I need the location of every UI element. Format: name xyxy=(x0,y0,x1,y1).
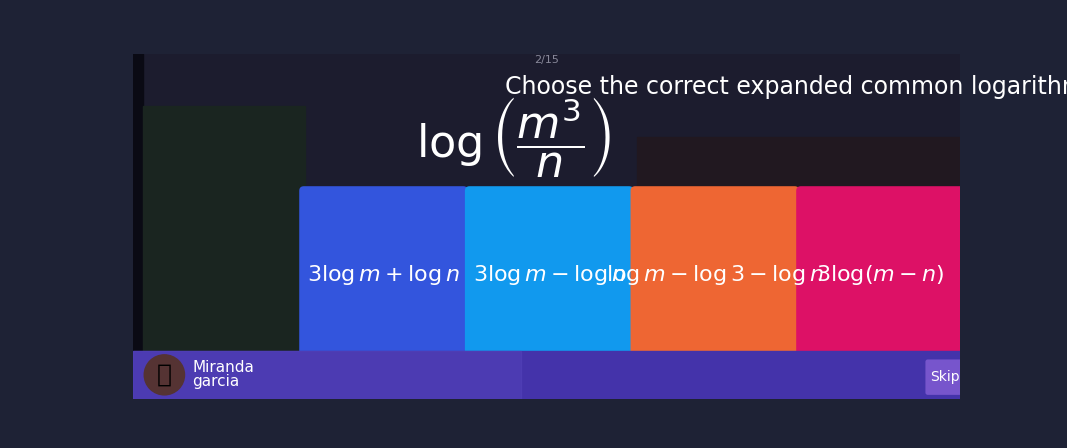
Text: $\log\left(\dfrac{m^3}{n}\right)$: $\log\left(\dfrac{m^3}{n}\right)$ xyxy=(415,95,610,179)
Text: garcia: garcia xyxy=(192,374,239,389)
Bar xyxy=(133,351,960,399)
Text: $3 \log(m - n)$: $3 \log(m - n)$ xyxy=(816,263,945,287)
FancyBboxPatch shape xyxy=(631,186,799,357)
FancyBboxPatch shape xyxy=(465,186,634,357)
Bar xyxy=(143,106,305,353)
Bar xyxy=(133,351,521,399)
FancyBboxPatch shape xyxy=(796,186,965,357)
FancyBboxPatch shape xyxy=(925,359,965,395)
Text: Skip: Skip xyxy=(930,370,959,384)
FancyBboxPatch shape xyxy=(299,186,468,357)
Text: $3 \log m + \log n$: $3 \log m + \log n$ xyxy=(307,263,460,287)
Text: $\log m - \log 3 - \log n$: $\log m - \log 3 - \log n$ xyxy=(606,263,824,287)
Text: Miranda: Miranda xyxy=(192,361,254,375)
Bar xyxy=(637,137,960,353)
Text: 👧: 👧 xyxy=(157,363,172,387)
Text: 2/15: 2/15 xyxy=(534,55,559,65)
Bar xyxy=(133,54,143,399)
Text: $3 \log m - \log n$: $3 \log m - \log n$ xyxy=(473,263,625,287)
Circle shape xyxy=(144,355,185,395)
Text: Choose the correct expanded common logarithm:: Choose the correct expanded common logar… xyxy=(506,75,1067,99)
